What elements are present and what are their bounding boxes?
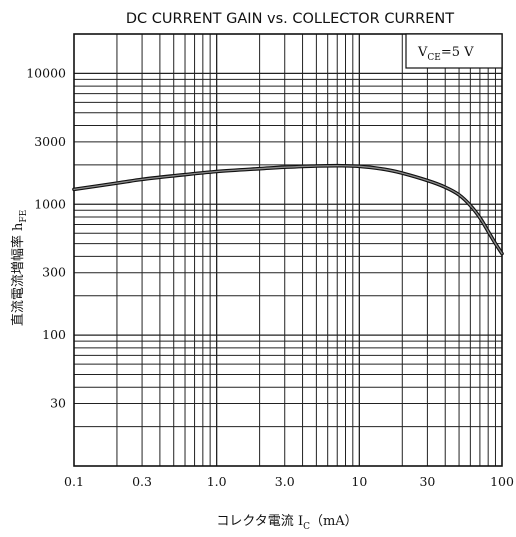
y-tick-label: 3000	[34, 134, 66, 149]
x-tick-label: 0.3	[132, 474, 152, 489]
x-axis-label: コレクタ電流 IC（mA）	[216, 514, 357, 532]
y-axis-symbol: h	[11, 222, 26, 231]
vce-value: =5 V	[441, 45, 474, 60]
y-tick-label: 100	[42, 327, 66, 342]
chart-title: DC CURRENT GAIN vs. COLLECTOR CURRENT	[126, 11, 454, 27]
vce-subscript: CE	[427, 53, 440, 63]
x-axis-subscript: C	[303, 522, 310, 532]
x-axis-symbol: I	[298, 514, 303, 529]
plot-frame	[73, 33, 503, 467]
x-tick-label: 100	[490, 474, 514, 489]
vce-annotation-box	[405, 33, 503, 69]
vce-annotation: VCE=5 V	[405, 33, 503, 69]
x-axis-label-text: コレクタ電流	[216, 514, 293, 529]
tick-labels: 0.1 0.3 1.0 3.0 10 30 100 30 100 300 1000 3000 10000	[26, 65, 514, 489]
series-line-core	[73, 165, 503, 255]
series-line-outline	[72, 163, 504, 256]
y-axis-label: 直流電流増幅率 hFE	[10, 210, 29, 326]
y-axis-label-text: 直流電流増幅率	[10, 235, 26, 326]
x-tick-label: 1.0	[207, 474, 227, 489]
y-tick-label: 1000	[34, 196, 66, 211]
grid	[74, 34, 502, 466]
series-layer	[72, 163, 504, 256]
x-axis-unit: （mA）	[310, 514, 358, 529]
y-tick-label: 10000	[26, 65, 66, 80]
y-axis-subscript: FE	[19, 210, 29, 223]
y-tick-label: 300	[42, 265, 66, 280]
vce-symbol: V	[417, 45, 428, 60]
y-tick-label: 30	[50, 396, 66, 411]
x-tick-label: 0.1	[64, 474, 84, 489]
x-tick-label: 10	[351, 474, 367, 489]
x-tick-label: 3.0	[275, 474, 295, 489]
vce-annotation-text: VCE=5 V	[417, 45, 474, 63]
x-tick-label: 30	[419, 474, 435, 489]
